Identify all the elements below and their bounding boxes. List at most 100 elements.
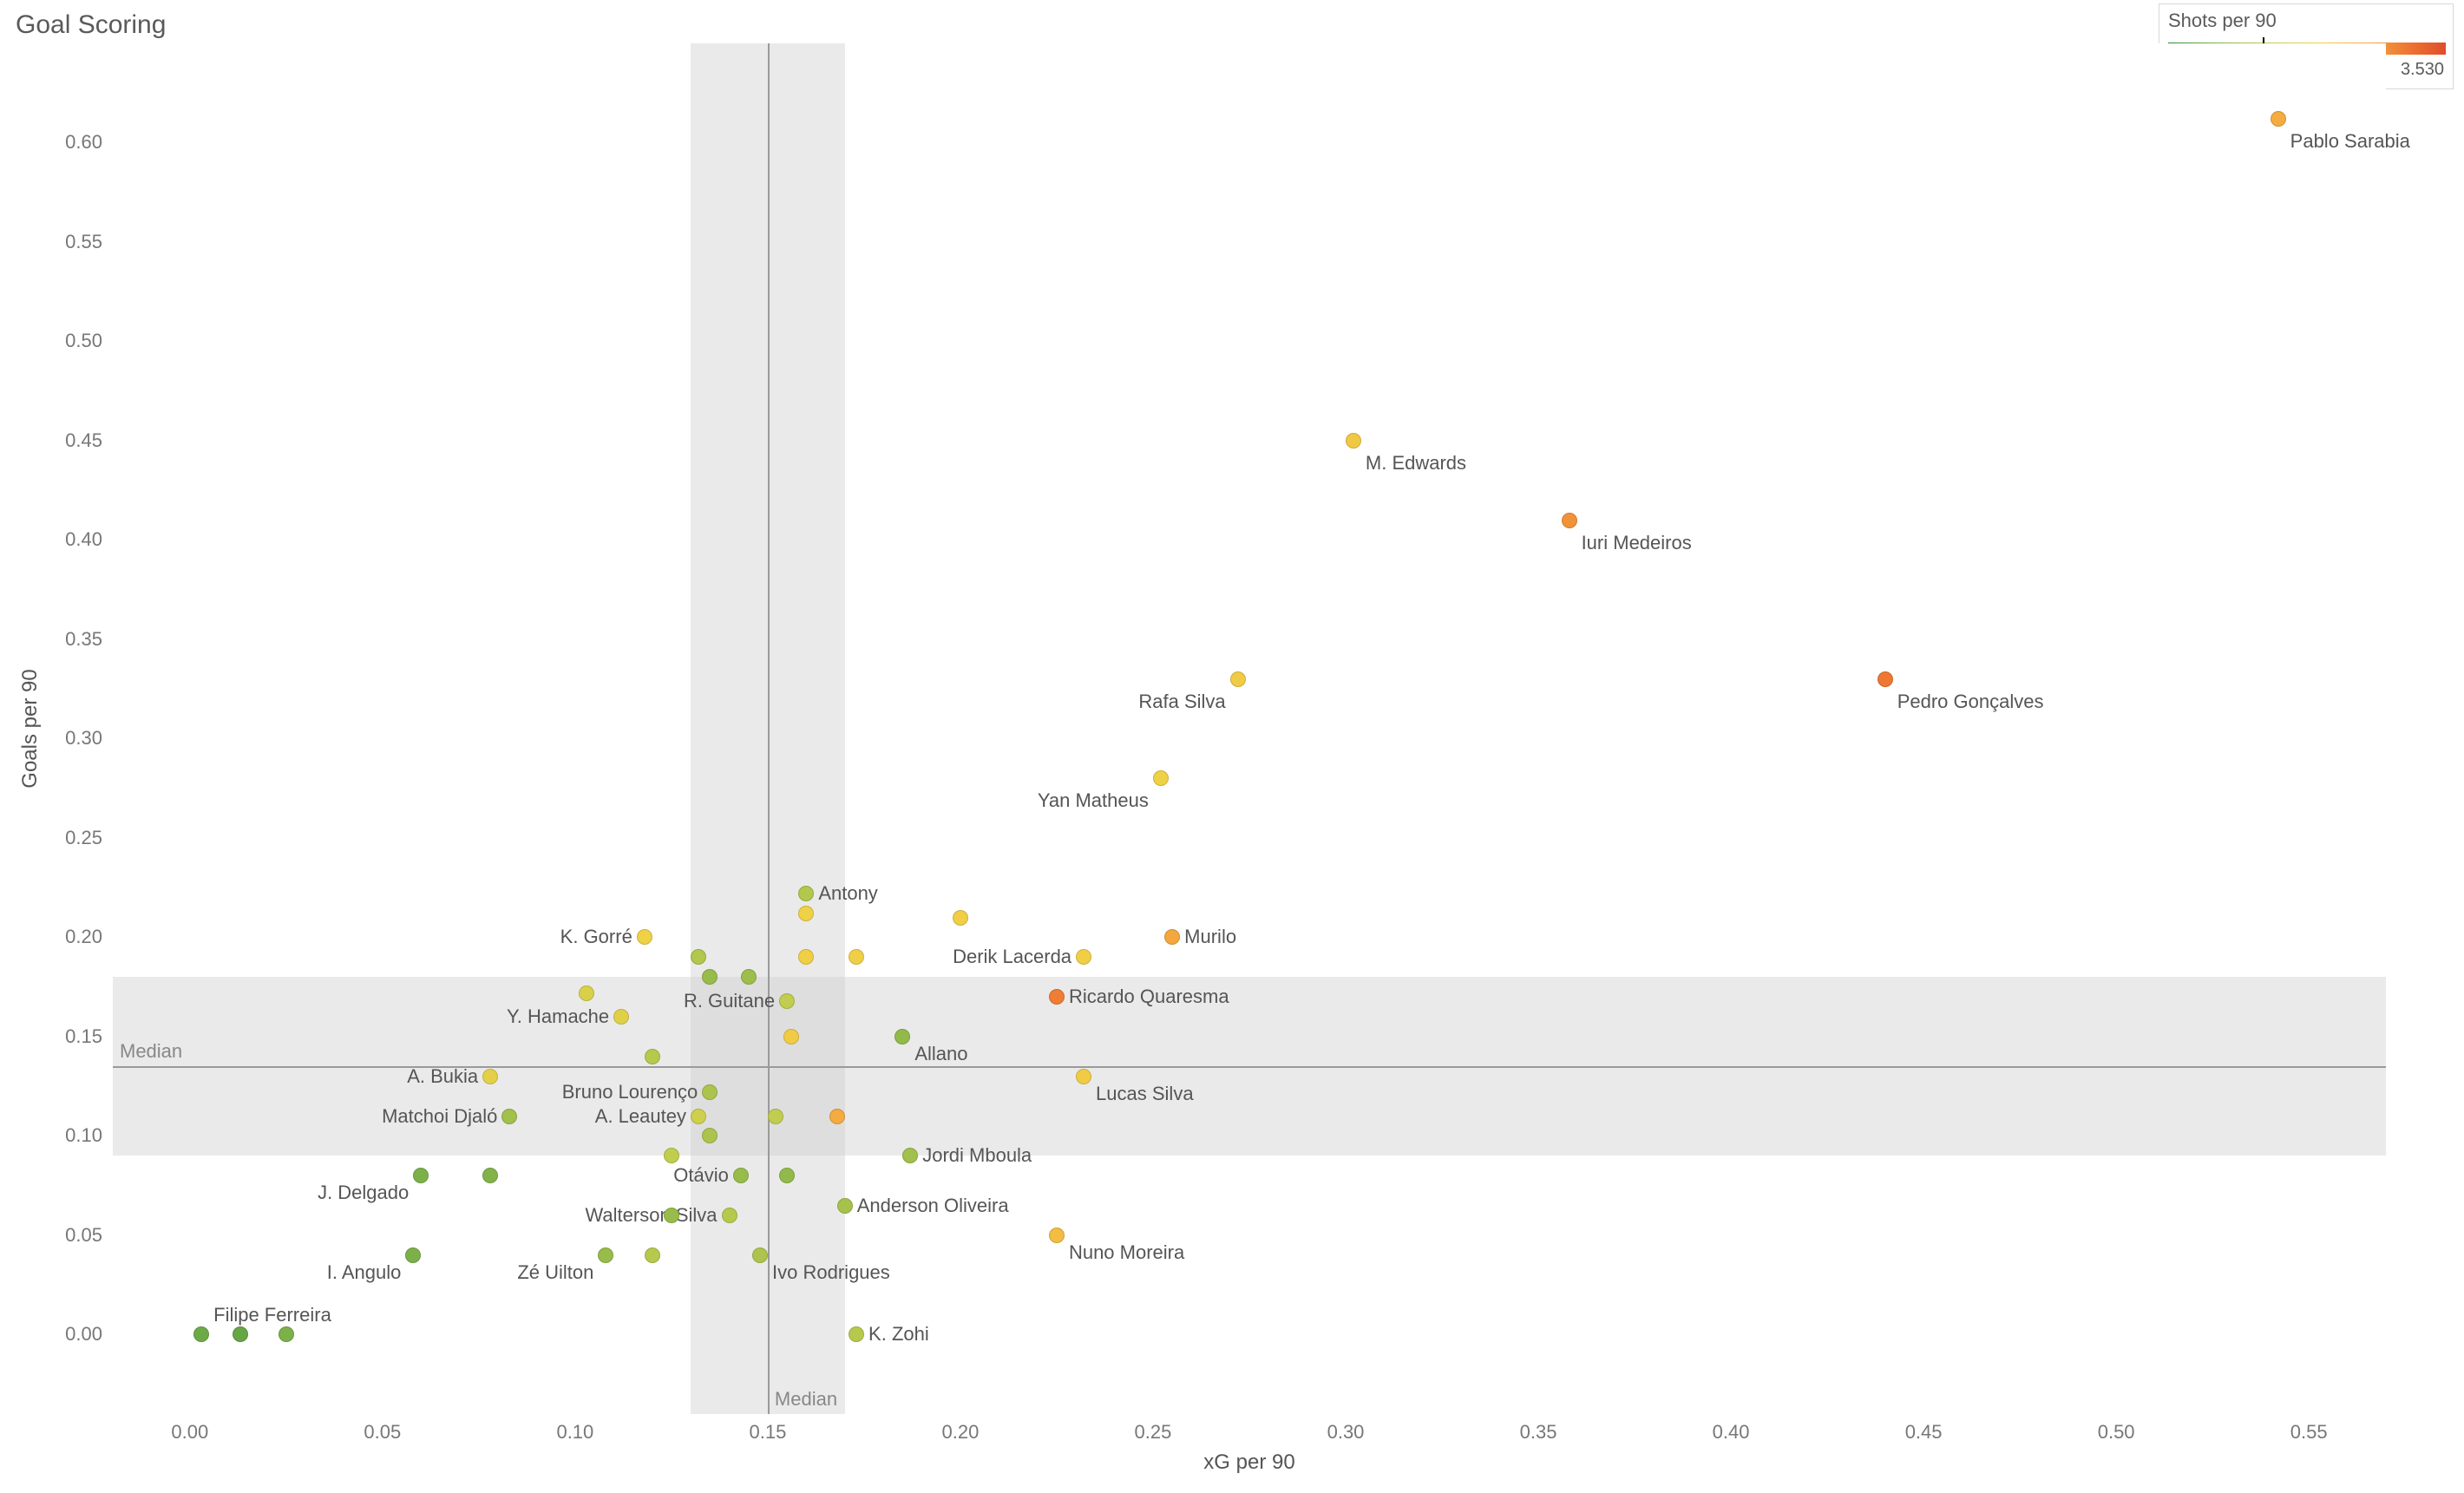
data-point[interactable] bbox=[798, 906, 814, 921]
data-point[interactable] bbox=[1877, 671, 1893, 687]
y-tick: 0.45 bbox=[65, 429, 102, 452]
y-tick: 0.30 bbox=[65, 727, 102, 750]
x-tick: 0.05 bbox=[364, 1421, 401, 1444]
y-axis-label: Goals per 90 bbox=[18, 669, 43, 788]
data-point-label: Matchoi Djaló bbox=[382, 1105, 497, 1128]
data-point-label: Otávio bbox=[673, 1164, 729, 1187]
data-point[interactable] bbox=[702, 1128, 718, 1143]
x-tick: 0.35 bbox=[1520, 1421, 1557, 1444]
data-point-label: I. Angulo bbox=[327, 1261, 402, 1284]
data-point-label: Iuri Medeiros bbox=[1582, 532, 1692, 554]
data-point[interactable] bbox=[2271, 111, 2286, 127]
data-point[interactable] bbox=[702, 969, 718, 985]
data-point[interactable] bbox=[482, 1069, 498, 1084]
data-point[interactable] bbox=[902, 1148, 918, 1163]
data-point[interactable] bbox=[702, 1084, 718, 1100]
y-tick: 0.55 bbox=[65, 231, 102, 253]
data-point-label: A. Leautey bbox=[595, 1105, 686, 1128]
data-point-label: R. Guitane bbox=[684, 990, 775, 1012]
y-median-label: Median bbox=[120, 1040, 182, 1063]
data-point[interactable] bbox=[664, 1208, 679, 1223]
data-point[interactable] bbox=[233, 1326, 248, 1342]
data-point-label: Lucas Silva bbox=[1096, 1083, 1194, 1105]
data-point-label: Ricardo Quaresma bbox=[1069, 986, 1229, 1008]
y-tick: 0.40 bbox=[65, 528, 102, 551]
data-point[interactable] bbox=[895, 1029, 910, 1044]
data-point-label: Yan Matheus bbox=[1038, 789, 1149, 812]
x-tick: 0.20 bbox=[942, 1421, 980, 1444]
data-point[interactable] bbox=[613, 1009, 629, 1025]
data-point[interactable] bbox=[1076, 949, 1091, 965]
data-point[interactable] bbox=[783, 1029, 799, 1044]
data-point[interactable] bbox=[837, 1198, 853, 1214]
data-point[interactable] bbox=[1230, 671, 1246, 687]
x-median-line bbox=[768, 43, 770, 1414]
data-point[interactable] bbox=[598, 1247, 613, 1263]
data-point-label: Rafa Silva bbox=[1138, 691, 1225, 713]
data-point-label: J. Delgado bbox=[318, 1182, 409, 1204]
data-point[interactable] bbox=[741, 969, 757, 985]
data-point[interactable] bbox=[798, 886, 814, 901]
data-point[interactable] bbox=[645, 1247, 660, 1263]
data-point[interactable] bbox=[779, 993, 795, 1009]
scatter-plot: MedianMedianPablo SarabiaM. EdwardsIuri … bbox=[113, 43, 2386, 1414]
x-tick: 0.25 bbox=[1135, 1421, 1172, 1444]
y-tick: 0.60 bbox=[65, 131, 102, 154]
data-point[interactable] bbox=[691, 1109, 706, 1124]
data-point[interactable] bbox=[1076, 1069, 1091, 1084]
data-point[interactable] bbox=[1049, 1228, 1065, 1243]
data-point[interactable] bbox=[637, 929, 652, 945]
data-point[interactable] bbox=[413, 1168, 429, 1183]
data-point-label: M. Edwards bbox=[1366, 452, 1466, 475]
x-tick: 0.50 bbox=[2098, 1421, 2135, 1444]
data-point-label: A. Bukia bbox=[407, 1065, 478, 1088]
data-point[interactable] bbox=[664, 1148, 679, 1163]
x-tick: 0.55 bbox=[2290, 1421, 2328, 1444]
data-point-label: Walterson Silva bbox=[585, 1204, 717, 1227]
y-tick: 0.05 bbox=[65, 1224, 102, 1247]
data-point[interactable] bbox=[752, 1247, 768, 1263]
data-point[interactable] bbox=[579, 986, 594, 1001]
data-point[interactable] bbox=[722, 1208, 737, 1223]
data-point[interactable] bbox=[798, 949, 814, 965]
data-point[interactable] bbox=[849, 949, 864, 965]
legend-title: Shots per 90 bbox=[2168, 10, 2444, 32]
data-point[interactable] bbox=[482, 1168, 498, 1183]
data-point[interactable] bbox=[1562, 513, 1577, 528]
x-tick: 0.40 bbox=[1713, 1421, 1750, 1444]
data-point-label: K. Zohi bbox=[868, 1323, 929, 1346]
data-point[interactable] bbox=[1153, 770, 1169, 786]
data-point[interactable] bbox=[405, 1247, 421, 1263]
data-point-label: Ivo Rodrigues bbox=[772, 1261, 890, 1284]
data-point-label: Allano bbox=[914, 1043, 967, 1065]
data-point-label: Bruno Lourenço bbox=[562, 1081, 698, 1103]
x-tick: 0.00 bbox=[171, 1421, 208, 1444]
y-tick: 0.15 bbox=[65, 1025, 102, 1048]
data-point-label: Zé Uilton bbox=[517, 1261, 593, 1284]
x-axis-label: xG per 90 bbox=[1203, 1450, 1294, 1475]
y-tick: 0.00 bbox=[65, 1323, 102, 1346]
data-point[interactable] bbox=[1049, 989, 1065, 1005]
data-point[interactable] bbox=[645, 1049, 660, 1064]
data-point[interactable] bbox=[779, 1168, 795, 1183]
chart-title: Goal Scoring bbox=[16, 10, 166, 40]
x-tick: 0.15 bbox=[749, 1421, 786, 1444]
y-tick: 0.20 bbox=[65, 926, 102, 948]
data-point[interactable] bbox=[193, 1326, 209, 1342]
x-median-label: Median bbox=[775, 1388, 837, 1411]
y-tick: 0.50 bbox=[65, 330, 102, 352]
data-point[interactable] bbox=[1346, 433, 1361, 449]
data-point[interactable] bbox=[279, 1326, 294, 1342]
data-point[interactable] bbox=[953, 910, 968, 926]
data-point[interactable] bbox=[829, 1109, 845, 1124]
data-point[interactable] bbox=[691, 949, 706, 965]
data-point[interactable] bbox=[768, 1109, 783, 1124]
data-point-label: Derik Lacerda bbox=[953, 946, 1071, 968]
data-point[interactable] bbox=[501, 1109, 517, 1124]
x-tick: 0.45 bbox=[1905, 1421, 1943, 1444]
data-point-label: Pedro Gonçalves bbox=[1897, 691, 2044, 713]
data-point[interactable] bbox=[849, 1326, 864, 1342]
data-point-label: Antony bbox=[818, 882, 878, 905]
data-point[interactable] bbox=[1164, 929, 1180, 945]
data-point[interactable] bbox=[733, 1168, 749, 1183]
